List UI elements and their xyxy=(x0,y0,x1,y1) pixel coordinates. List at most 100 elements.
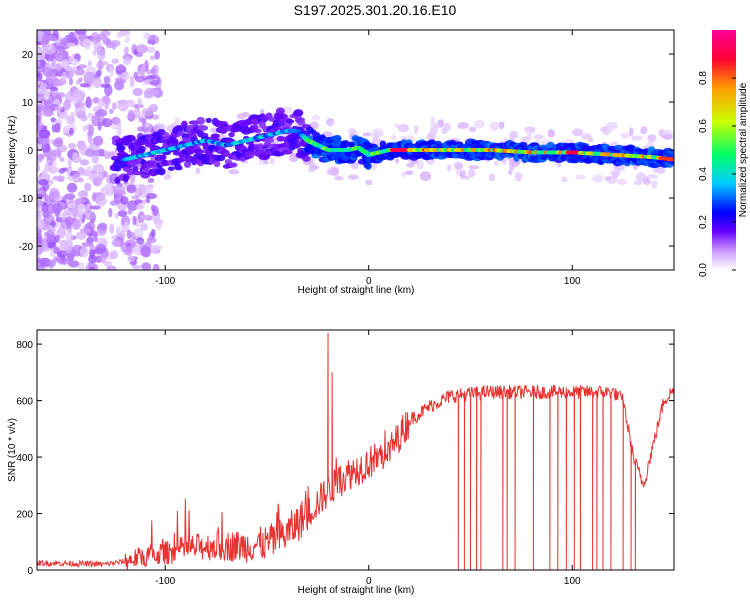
heatmap-cell xyxy=(446,164,452,172)
heatmap-cell xyxy=(116,99,128,105)
snr-y-ticks: 800 600 400 200 0 xyxy=(16,340,674,577)
heatmap-cell xyxy=(293,109,304,117)
heatmap-cell xyxy=(132,215,137,226)
heatmap-cell xyxy=(140,245,152,258)
heatmap-cell xyxy=(73,217,79,227)
heatmap-cell xyxy=(54,52,65,62)
heatmap-cell xyxy=(640,125,648,135)
heatmap-cell xyxy=(668,157,674,162)
heatmap-cell xyxy=(362,132,372,137)
heatmap-cell xyxy=(405,170,414,176)
heatmap-cell xyxy=(111,235,118,240)
heatmap-cell xyxy=(514,172,523,182)
heatmap-cell xyxy=(42,66,54,77)
heatmap-cell xyxy=(113,184,126,195)
heatmap-cell xyxy=(58,168,66,174)
heatmap-cell xyxy=(54,122,61,133)
colorbar-tick-label: 0.6 xyxy=(698,119,709,133)
heatmap-cell xyxy=(108,66,114,77)
heatmap-cell xyxy=(533,134,544,140)
y-tick-label: 800 xyxy=(16,340,33,351)
heatmap-cell xyxy=(146,46,156,53)
heatmap-cell xyxy=(42,169,47,178)
heatmap-cell xyxy=(152,64,159,75)
heatmap-cell xyxy=(170,138,179,146)
spectrogram-heatmap xyxy=(37,30,674,270)
heatmap-cell xyxy=(488,173,496,182)
heatmap-cell xyxy=(163,174,172,180)
x-tick-label: -100 xyxy=(155,276,175,287)
heatmap-cell xyxy=(37,72,43,82)
heatmap-cell xyxy=(195,167,201,174)
heatmap-cell xyxy=(90,32,101,44)
heatmap-cell xyxy=(394,123,399,128)
snr-x-ticks: -100 0 100 xyxy=(155,330,581,587)
heatmap-cell xyxy=(126,229,132,240)
heatmap-cell xyxy=(151,114,160,120)
heatmap-cell xyxy=(260,109,265,115)
heatmap-cell xyxy=(59,157,65,162)
heatmap-cell xyxy=(572,128,584,137)
heatmap-cell xyxy=(196,116,205,125)
heatmap-cell xyxy=(127,255,136,263)
heatmap-cell xyxy=(125,100,136,108)
x-tick-label: 100 xyxy=(564,276,581,287)
heatmap-cell xyxy=(139,214,150,219)
heatmap-cell xyxy=(37,114,41,126)
heatmap-cell xyxy=(136,237,145,245)
heatmap-cell xyxy=(81,242,94,247)
heatmap-cell xyxy=(347,128,357,134)
heatmap-cell xyxy=(49,187,60,200)
heatmap-cell xyxy=(117,63,124,72)
heatmap-cell xyxy=(92,49,97,56)
heatmap-cell xyxy=(647,134,657,142)
heatmap-cell xyxy=(109,223,115,234)
heatmap-cell xyxy=(140,63,146,75)
heatmap-cell xyxy=(89,205,101,210)
heatmap-cell xyxy=(79,159,90,166)
heatmap-cell xyxy=(54,235,61,244)
heatmap-cell xyxy=(132,87,143,97)
heatmap-cell xyxy=(244,150,255,159)
heatmap-cell xyxy=(103,75,111,85)
heatmap-cell xyxy=(70,111,75,123)
heatmap-cell xyxy=(157,128,166,136)
heatmap-cell xyxy=(427,133,434,141)
heatmap-cell xyxy=(57,175,65,182)
heatmap-cell xyxy=(65,232,74,244)
heatmap-cell xyxy=(85,96,92,109)
heatmap-cell xyxy=(167,166,175,171)
x-tick-label: -100 xyxy=(155,576,175,587)
heatmap-cell xyxy=(464,175,470,180)
heatmap-cell xyxy=(371,161,378,171)
heatmap-cell xyxy=(340,140,351,148)
heatmap-cell xyxy=(116,145,126,152)
heatmap-cell xyxy=(66,182,78,193)
heatmap-cell xyxy=(112,42,117,51)
heatmap-cell xyxy=(146,69,153,75)
heatmap-cell xyxy=(131,195,140,200)
heatmap-cell xyxy=(37,243,44,256)
heatmap-cell xyxy=(263,137,275,144)
snr-frame xyxy=(36,329,675,571)
heatmap-cell xyxy=(116,32,123,39)
colorbar-tick-label: 0.8 xyxy=(698,71,709,85)
heatmap-cell xyxy=(91,114,101,127)
heatmap-cell xyxy=(92,177,103,187)
heatmap-cell xyxy=(91,97,101,104)
heatmap-cell xyxy=(561,176,568,183)
heatmap-cell xyxy=(210,133,220,139)
colorbar-label: Normalized spectral amplitude xyxy=(738,82,749,217)
heatmap-cell xyxy=(269,157,276,165)
heatmap-cell xyxy=(68,77,73,86)
heatmap-cell xyxy=(49,69,60,74)
heatmap-cell xyxy=(326,169,335,176)
heatmap-cell xyxy=(468,165,480,170)
heatmap-cell xyxy=(647,174,659,179)
heatmap-cell xyxy=(139,222,148,231)
heatmap-cell xyxy=(39,84,46,94)
heatmap-cell xyxy=(132,166,139,172)
heatmap-cell xyxy=(489,121,500,131)
heatmap-cell xyxy=(38,179,49,186)
heatmap-cell xyxy=(58,257,71,265)
